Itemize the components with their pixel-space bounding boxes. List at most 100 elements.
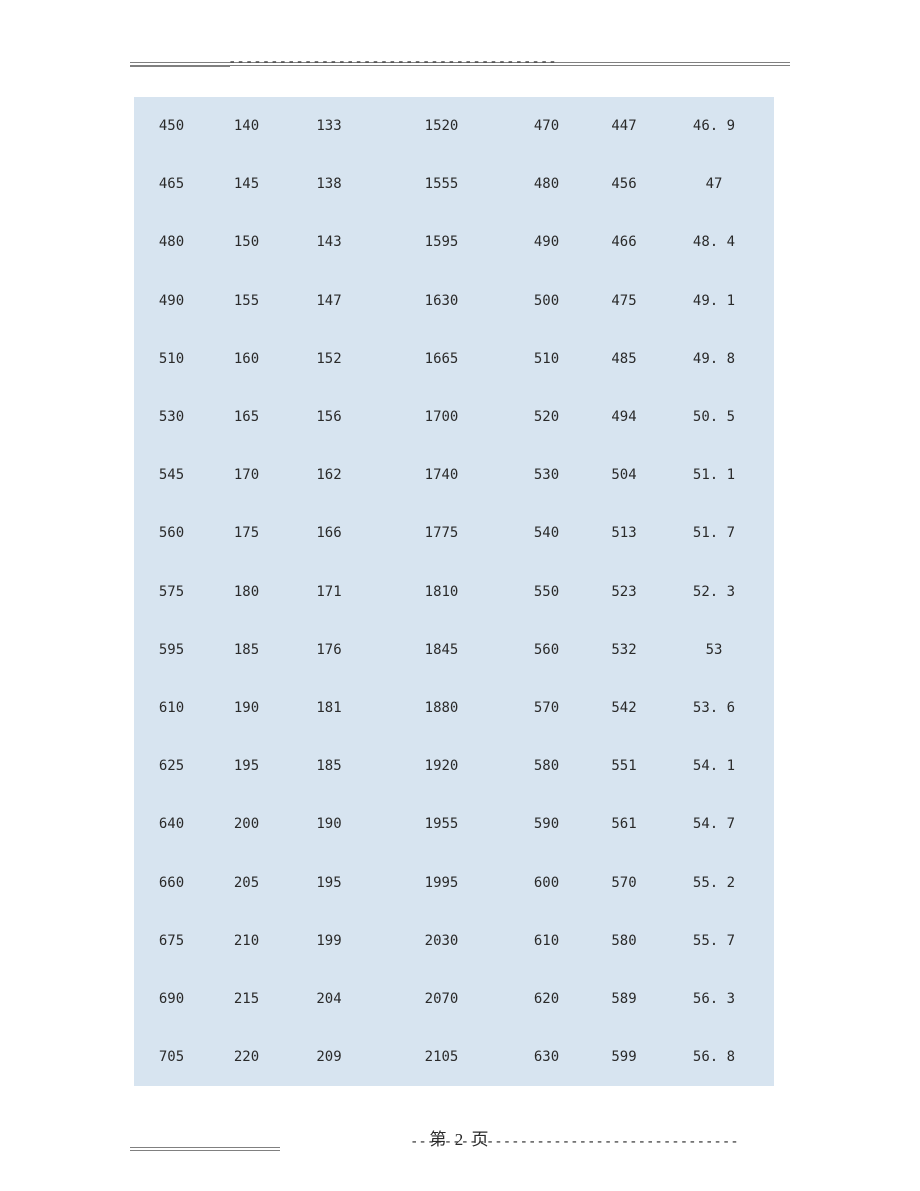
table-row: 465145138155548045647 — [134, 155, 774, 213]
table-cell: 176 — [284, 642, 374, 658]
table-cell: 1700 — [374, 409, 509, 425]
table-cell: 133 — [284, 118, 374, 134]
table-cell: 150 — [209, 234, 284, 250]
table-cell: 180 — [209, 584, 284, 600]
table-cell: 447 — [584, 118, 664, 134]
table-cell: 140 — [209, 118, 284, 134]
table-cell: 540 — [509, 525, 584, 541]
table-cell: 145 — [209, 176, 284, 192]
table-cell: 55. 7 — [664, 933, 764, 949]
table-cell: 530 — [509, 467, 584, 483]
table-cell: 589 — [584, 991, 664, 1007]
table-cell: 1810 — [374, 584, 509, 600]
table-row: 625195185192058055154. 1 — [134, 737, 774, 795]
table-cell: 56. 8 — [664, 1049, 764, 1065]
table-cell: 190 — [284, 816, 374, 832]
table-cell: 504 — [584, 467, 664, 483]
table-cell: 147 — [284, 293, 374, 309]
table-cell: 1555 — [374, 176, 509, 192]
table-cell: 690 — [134, 991, 209, 1007]
table-cell: 1880 — [374, 700, 509, 716]
table-cell: 51. 1 — [664, 467, 764, 483]
table-cell: 166 — [284, 525, 374, 541]
table-cell: 610 — [134, 700, 209, 716]
table-cell: 523 — [584, 584, 664, 600]
table-cell: 204 — [284, 991, 374, 1007]
table-cell: 470 — [509, 118, 584, 134]
table-row: 690215204207062058956. 3 — [134, 970, 774, 1028]
table-row: 490155147163050047549. 1 — [134, 272, 774, 330]
table-cell: 494 — [584, 409, 664, 425]
table-cell: 205 — [209, 875, 284, 891]
table-cell: 520 — [509, 409, 584, 425]
table-cell: 155 — [209, 293, 284, 309]
table-cell: 590 — [509, 816, 584, 832]
table-cell: 560 — [509, 642, 584, 658]
table-cell: 175 — [209, 525, 284, 541]
table-cell: 625 — [134, 758, 209, 774]
table-cell: 485 — [584, 351, 664, 367]
table-cell: 500 — [509, 293, 584, 309]
table-row: 675210199203061058055. 7 — [134, 912, 774, 970]
table-cell: 480 — [134, 234, 209, 250]
table-cell: 54. 7 — [664, 816, 764, 832]
table-cell: 195 — [284, 875, 374, 891]
table-cell: 215 — [209, 991, 284, 1007]
table-row: 545170162174053050451. 1 — [134, 446, 774, 504]
table-cell: 575 — [134, 584, 209, 600]
table-cell: 545 — [134, 467, 209, 483]
table-cell: 138 — [284, 176, 374, 192]
table-cell: 630 — [509, 1049, 584, 1065]
table-cell: 51. 7 — [664, 525, 764, 541]
table-cell: 551 — [584, 758, 664, 774]
table-cell: 53. 6 — [664, 700, 764, 716]
table-cell: 190 — [209, 700, 284, 716]
table-row: 575180171181055052352. 3 — [134, 563, 774, 621]
table-cell: 143 — [284, 234, 374, 250]
table-cell: 2030 — [374, 933, 509, 949]
table-cell: 165 — [209, 409, 284, 425]
table-row: 480150143159549046648. 4 — [134, 213, 774, 271]
table-cell: 475 — [584, 293, 664, 309]
table-cell: 52. 3 — [664, 584, 764, 600]
table-row: 640200190195559056154. 7 — [134, 795, 774, 853]
table-cell: 49. 1 — [664, 293, 764, 309]
table-row: 660205195199560057055. 2 — [134, 853, 774, 911]
table-cell: 49. 8 — [664, 351, 764, 367]
header-dashes: --------------------------------------- — [228, 54, 557, 70]
table-cell: 600 — [509, 875, 584, 891]
table-cell: 560 — [134, 525, 209, 541]
table-cell: 530 — [134, 409, 209, 425]
table-cell: 55. 2 — [664, 875, 764, 891]
table-cell: 450 — [134, 118, 209, 134]
table-cell: 185 — [209, 642, 284, 658]
table-cell: 1920 — [374, 758, 509, 774]
table-cell: 466 — [584, 234, 664, 250]
table-cell: 561 — [584, 816, 664, 832]
table-cell: 220 — [209, 1049, 284, 1065]
table-cell: 660 — [134, 875, 209, 891]
table-cell: 513 — [584, 525, 664, 541]
table-cell: 156 — [284, 409, 374, 425]
table-cell: 162 — [284, 467, 374, 483]
table-row: 560175166177554051351. 7 — [134, 504, 774, 562]
table-cell: 599 — [584, 1049, 664, 1065]
table-cell: 54. 1 — [664, 758, 764, 774]
table-cell: 640 — [134, 816, 209, 832]
table-cell: 1665 — [374, 351, 509, 367]
table-cell: 46. 9 — [664, 118, 764, 134]
table-cell: 542 — [584, 700, 664, 716]
table-row: 530165156170052049450. 5 — [134, 388, 774, 446]
table-cell: 550 — [509, 584, 584, 600]
table-cell: 2105 — [374, 1049, 509, 1065]
table-cell: 209 — [284, 1049, 374, 1065]
table-cell: 47 — [664, 176, 764, 192]
table-cell: 610 — [509, 933, 584, 949]
table-cell: 675 — [134, 933, 209, 949]
table-cell: 1845 — [374, 642, 509, 658]
table-cell: 2070 — [374, 991, 509, 1007]
table-row: 595185176184556053253 — [134, 621, 774, 679]
table-cell: 199 — [284, 933, 374, 949]
table-row: 450140133152047044746. 9 — [134, 97, 774, 155]
table-cell: 1955 — [374, 816, 509, 832]
